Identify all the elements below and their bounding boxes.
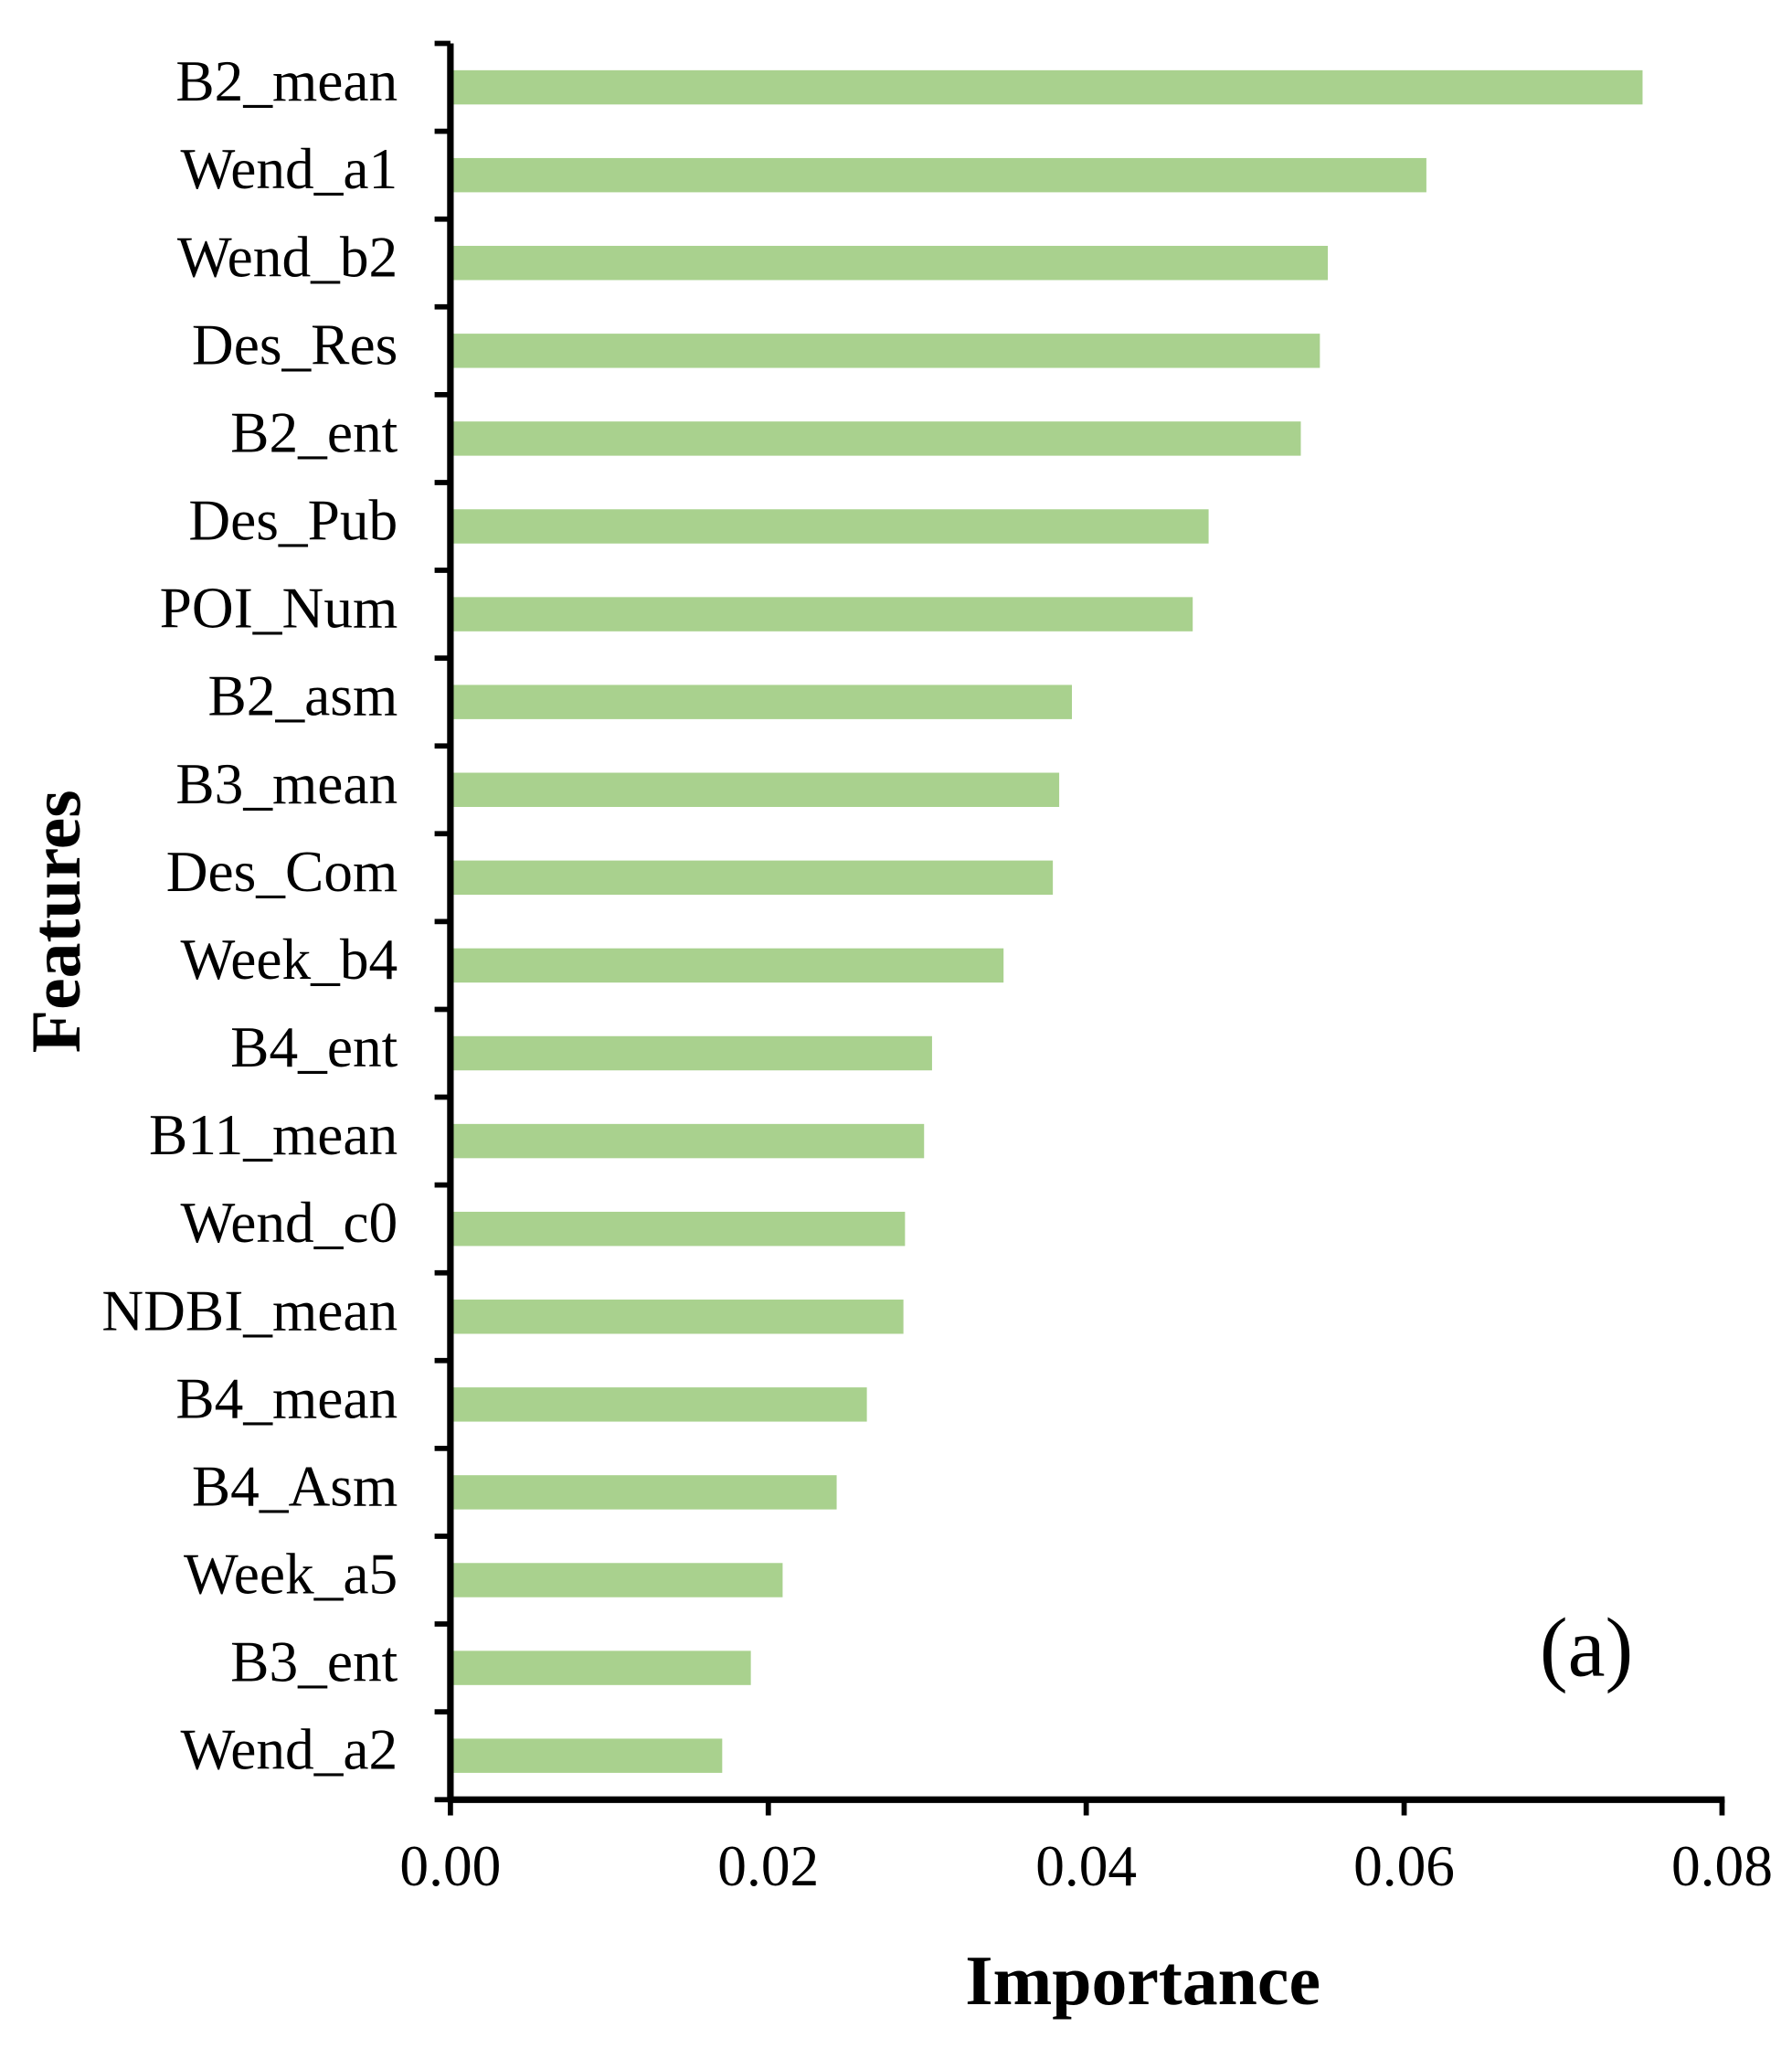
bar [450, 69, 1643, 105]
y-tick-label: NDBI_mean [101, 1279, 398, 1343]
y-tick-label: B4_ent [230, 1015, 398, 1079]
y-tick-label: B3_mean [175, 752, 398, 816]
y-tick-label: Des_Com [166, 840, 398, 904]
x-axis-title: Importance [965, 1941, 1320, 2020]
bar [450, 597, 1193, 631]
y-tick-label: B4_Asm [192, 1454, 398, 1518]
bar [450, 509, 1209, 544]
panel-label: (a) [1540, 1600, 1633, 1693]
y-tick-label: Wend_a2 [181, 1718, 398, 1782]
x-tick-label: 0.00 [399, 1834, 501, 1898]
y-tick-label: Week_b4 [181, 928, 398, 992]
bar [450, 948, 1004, 983]
bar [450, 772, 1060, 807]
bar [450, 1035, 932, 1071]
bar [450, 1650, 751, 1685]
x-tick-label: 0.08 [1671, 1834, 1773, 1898]
bar [450, 1300, 904, 1334]
y-tick-label: Wend_b2 [177, 225, 398, 289]
bar [450, 334, 1320, 368]
bar [450, 421, 1301, 456]
x-tick-label: 0.06 [1353, 1834, 1455, 1898]
y-tick-label: Des_Res [192, 313, 398, 377]
bar [450, 1475, 837, 1510]
y-tick-label: Des_Pub [188, 489, 398, 553]
bar [450, 1211, 906, 1247]
bar [450, 1738, 723, 1773]
y-tick-label: B3_ent [230, 1630, 398, 1694]
y-axis-title: Features [16, 790, 95, 1053]
y-tick-label: B2_mean [175, 49, 398, 113]
y-tick-label: B2_ent [230, 400, 398, 464]
y-tick-label: Wend_c0 [181, 1191, 398, 1255]
bar [450, 1563, 783, 1597]
bar [450, 157, 1426, 193]
y-tick-label: B11_mean [149, 1103, 398, 1167]
y-tick-label: Wend_a1 [181, 137, 398, 201]
y-tick-label: Week_a5 [184, 1543, 398, 1607]
x-tick-label: 0.04 [1035, 1834, 1137, 1898]
y-tick-label: B2_asm [208, 664, 398, 728]
bar [450, 246, 1329, 281]
y-tick-label: POI_Num [160, 577, 398, 641]
y-tick-label: B4_mean [175, 1366, 398, 1430]
x-tick-label: 0.02 [717, 1834, 819, 1898]
bar [450, 1387, 867, 1422]
bar [450, 685, 1073, 719]
bar [450, 1123, 925, 1159]
bar [450, 860, 1054, 896]
